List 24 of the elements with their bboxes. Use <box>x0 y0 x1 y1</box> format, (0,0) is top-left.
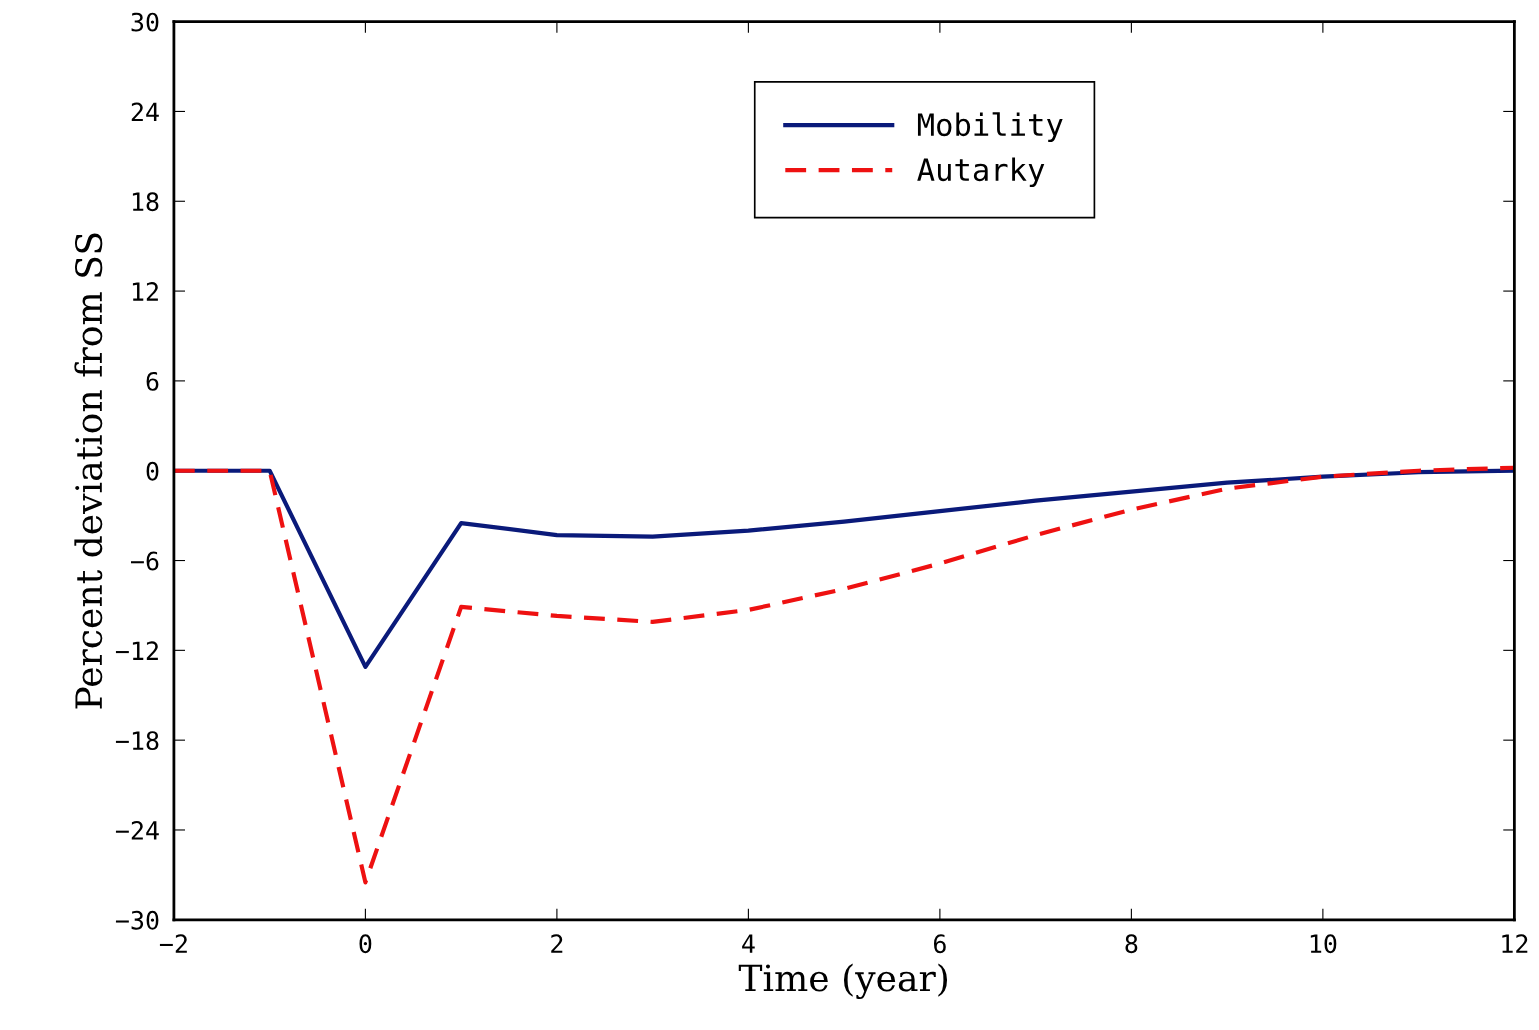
y-tick-label: 0 <box>146 461 159 481</box>
x-tick-label: 0 <box>359 934 372 954</box>
y-tick-label: −6 <box>130 551 159 571</box>
y-tick-label: 6 <box>146 371 159 391</box>
x-tick-label: 2 <box>551 934 563 953</box>
y-axis-title: Percent deviation from SS <box>74 233 103 709</box>
x-axis-title: Time (year) <box>738 963 948 1000</box>
line-series <box>173 465 1515 885</box>
x-tick-label: 8 <box>1125 934 1138 954</box>
y-tick-label: 24 <box>131 102 159 122</box>
y-tick-label: −30 <box>115 910 159 930</box>
y-tick-label: 18 <box>132 192 159 212</box>
x-tick-label: −2 <box>159 934 187 953</box>
y-tick-label: −24 <box>115 820 159 840</box>
y-tick-label: 30 <box>131 12 159 32</box>
y-tick-label: −12 <box>115 641 158 660</box>
y-tick-label: −18 <box>115 731 159 751</box>
x-tick-label: 6 <box>933 934 946 954</box>
y-tick-label: 12 <box>132 282 158 301</box>
x-tick-label: 12 <box>1502 934 1528 953</box>
legend-label: Mobility <box>917 112 1063 143</box>
x-tick-label: 4 <box>742 934 755 953</box>
x-tick-label: 10 <box>1310 934 1337 954</box>
legend-label: Autarky <box>917 157 1045 188</box>
